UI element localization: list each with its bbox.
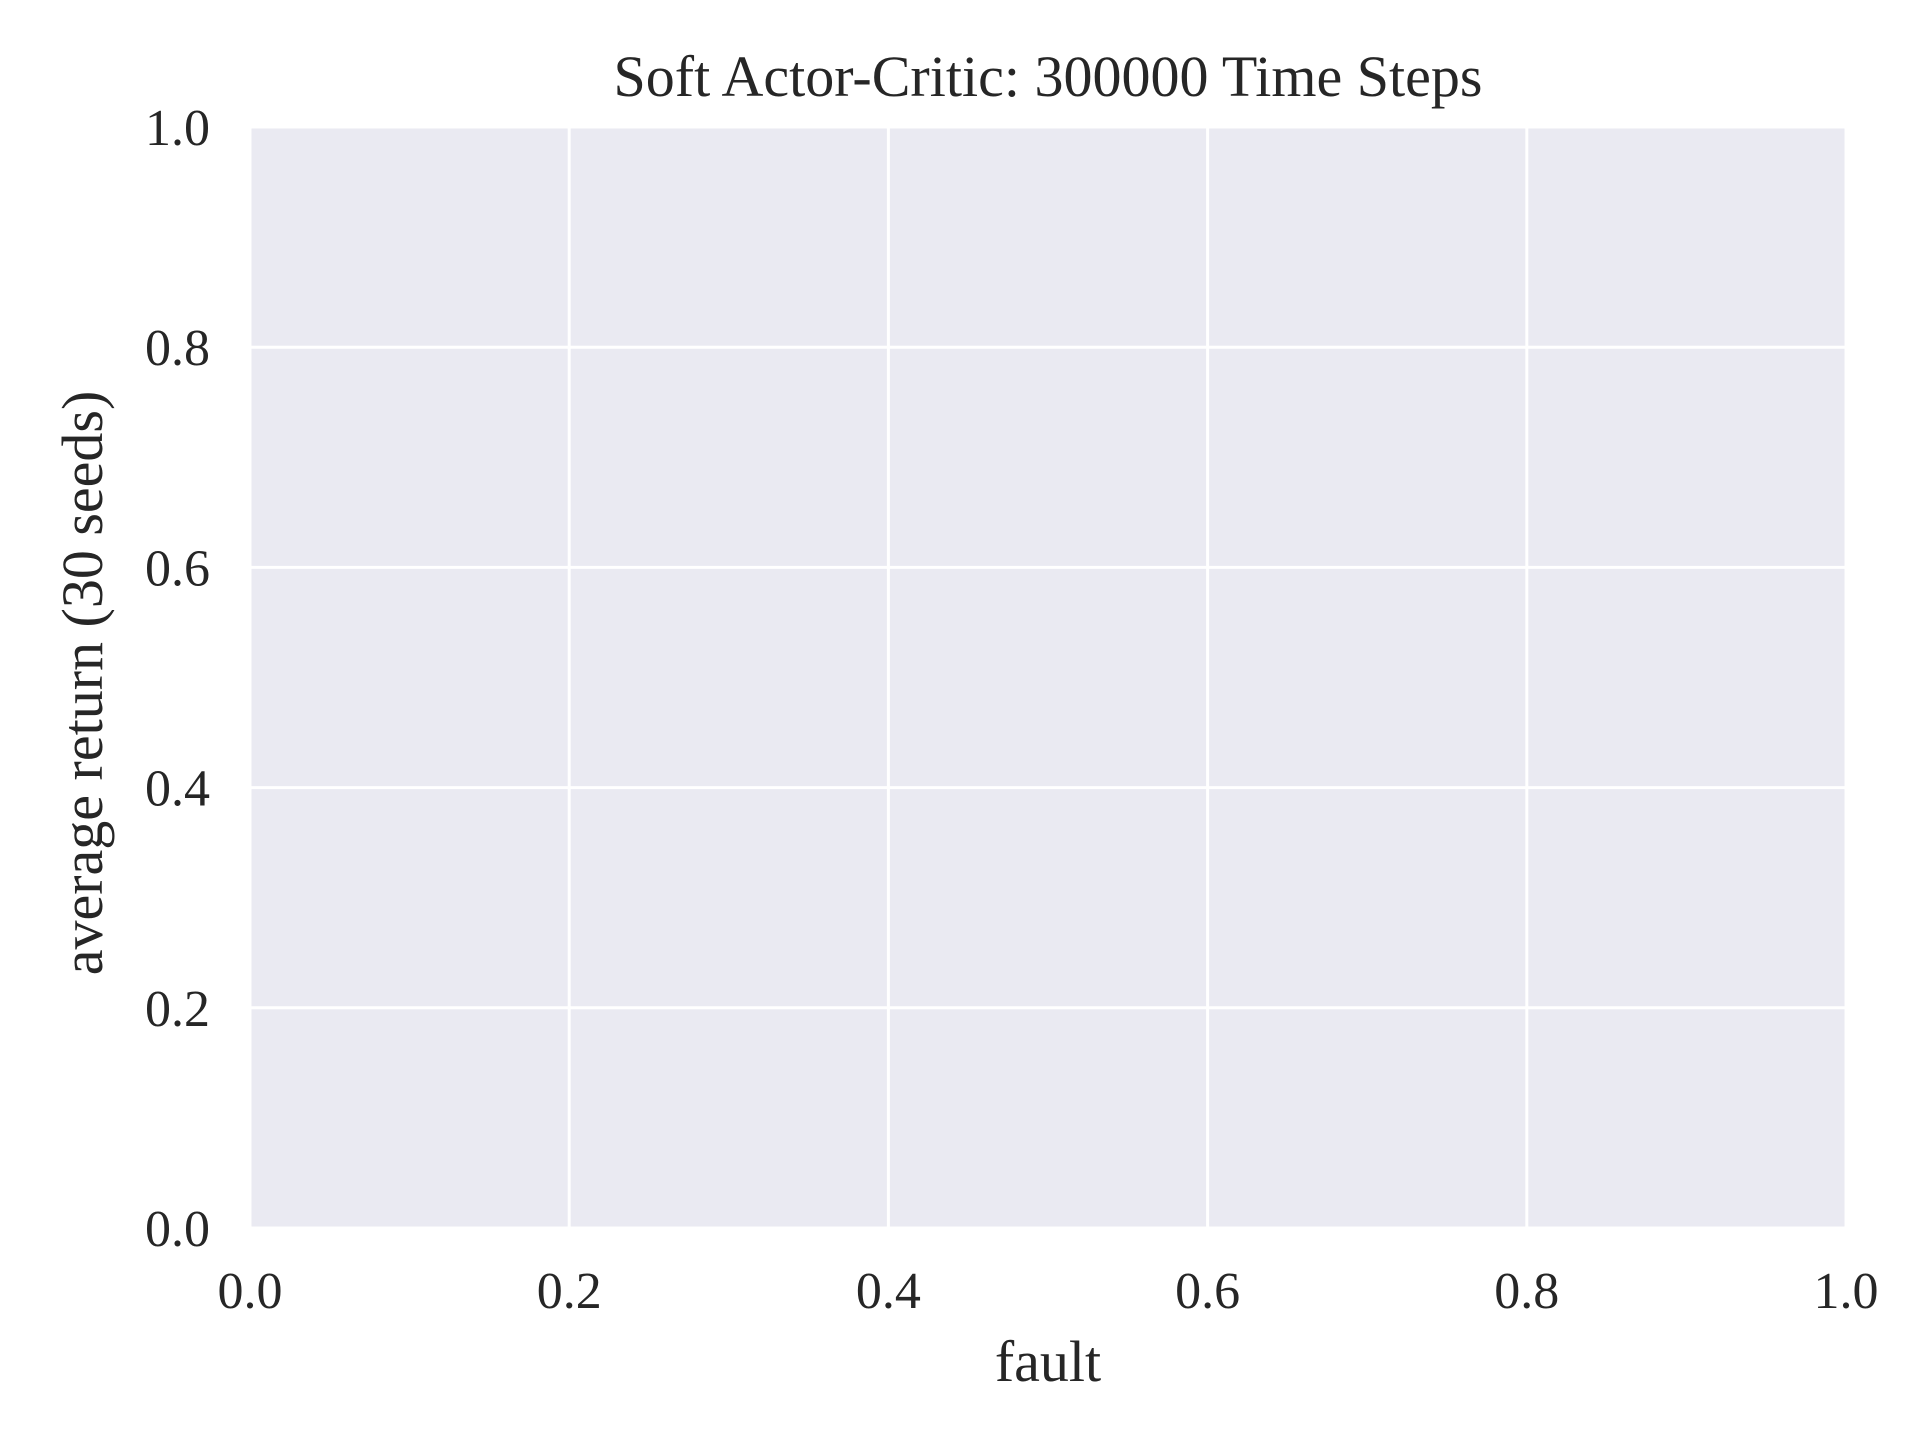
- y-tick-label: 0.0: [145, 1201, 210, 1258]
- x-tick-label: 0.2: [537, 1263, 602, 1320]
- grid-x: [248, 127, 1848, 1228]
- y-tick-label: 0.6: [145, 540, 210, 597]
- x-tick-label: 0.8: [1494, 1263, 1559, 1320]
- x-tick-label: 0.0: [218, 1263, 283, 1320]
- y-tick-label: 0.4: [145, 761, 210, 818]
- x-tick-label: 0.4: [856, 1263, 921, 1320]
- y-tick-label: 1.0: [145, 100, 210, 157]
- grid-y: [250, 125, 1846, 1230]
- y-tick-label: 0.2: [145, 981, 210, 1038]
- x-tick-labels: 0.0 0.2 0.4 0.6 0.8 1.0: [218, 1263, 1879, 1320]
- x-tick-label: 0.6: [1175, 1263, 1240, 1320]
- x-axis-label: fault: [995, 1329, 1101, 1394]
- y-tick-labels: 0.0 0.2 0.4 0.6 0.8 1.0: [145, 100, 210, 1258]
- x-tick-label: 1.0: [1814, 1263, 1879, 1320]
- y-tick-label: 0.8: [145, 320, 210, 377]
- y-axis-label: average return (30 seeds): [50, 391, 115, 976]
- chart-title: Soft Actor-Critic: 300000 Time Steps: [614, 44, 1483, 109]
- plot-area: [250, 127, 1846, 1228]
